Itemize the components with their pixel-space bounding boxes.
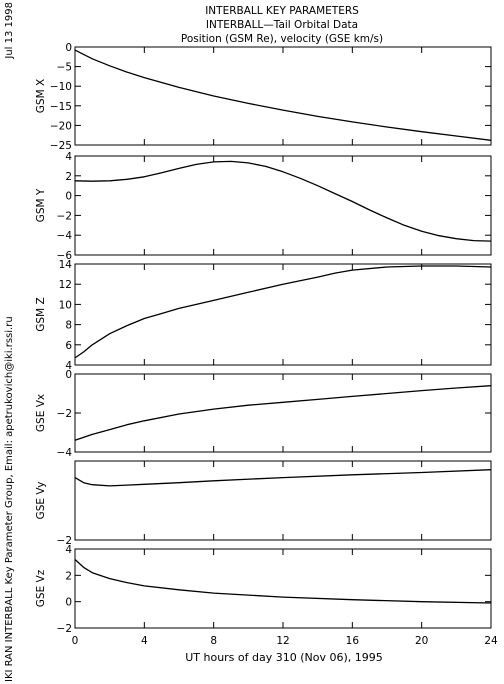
y-tick-label: 12 [59, 279, 72, 291]
y-tick-label: 0 [65, 191, 72, 203]
x-tick-label: 24 [484, 635, 498, 647]
side-credit: IKI RAN INTERBALL Key Parameter Group, E… [4, 316, 15, 682]
series-line [74, 469, 492, 487]
y-tick-label: 14 [59, 259, 73, 271]
x-tick-label: 8 [210, 635, 217, 647]
panel-6: 4 2 0 −2 GSE Vz [35, 544, 492, 635]
y-axis-label: GSE Vz [35, 569, 47, 607]
x-tick-label: 12 [276, 635, 289, 647]
panel-frame [74, 155, 492, 256]
y-tick-label: 4 [65, 151, 72, 163]
x-axis-label: UT hours of day 310 (Nov 06), 1995 [185, 651, 383, 664]
y-axis-label: GSM X [35, 79, 47, 113]
series-line [74, 265, 492, 359]
title-line-2: INTERBALL—Tail Orbital Data [206, 19, 358, 31]
y-tick-label: 8 [65, 320, 72, 332]
series-line [74, 559, 492, 604]
y-tick-label: 6 [65, 340, 72, 352]
y-tick-label: 4 [65, 360, 72, 372]
y-tick-label: −10 [50, 81, 72, 93]
y-tick-label: 2 [65, 570, 72, 582]
y-tick-label: 0 [65, 597, 72, 609]
y-tick-label: −15 [50, 101, 72, 113]
panel-1: 0 −5 −10 −15 −20 −25 GSM X [35, 42, 492, 152]
title-line-1: INTERBALL KEY PARAMETERS [205, 5, 359, 17]
side-date: Jul 13 1998 [4, 2, 15, 60]
y-tick-label: 2 [65, 171, 72, 183]
y-axis-label: GSM Y [35, 188, 47, 222]
y-tick-label: 0 [65, 369, 72, 381]
x-axis: 0 4 8 12 16 20 24 [72, 635, 498, 647]
panel-frame [74, 373, 492, 453]
y-tick-label: 0 [65, 42, 72, 54]
panel-frame [74, 548, 492, 629]
x-tick-label: 16 [346, 635, 360, 647]
panel-4: 0 −2 −4 GSE Vx [35, 369, 492, 459]
y-tick-label: 10 [59, 299, 72, 311]
panel-5: −2 GSE Vy [35, 460, 492, 547]
y-tick-label: 4 [65, 544, 72, 556]
y-tick-label: −25 [50, 140, 72, 152]
y-axis-label: GSE Vy [35, 482, 47, 520]
series-line [74, 160, 492, 242]
y-axis-label: GSM Z [35, 297, 47, 331]
x-tick-label: 4 [141, 635, 148, 647]
y-tick-label: −2 [57, 535, 72, 547]
title-line-3: Position (GSM Re), velocity (GSE km/s) [181, 33, 383, 45]
y-tick-label: −4 [57, 447, 73, 459]
panel-3: 4 6 8 10 12 14 GSM Z [35, 259, 492, 372]
panel-frame [74, 263, 492, 366]
y-tick-label: −2 [57, 623, 72, 635]
y-tick-label: −2 [57, 408, 72, 420]
x-tick-label: 20 [415, 635, 428, 647]
y-tick-label: −6 [57, 250, 73, 262]
y-tick-label: −4 [57, 230, 73, 242]
y-tick-label: −2 [57, 210, 72, 222]
y-axis-label: GSE Vx [35, 394, 47, 432]
series-line [74, 385, 492, 441]
y-tick-label: −5 [57, 62, 72, 74]
x-tick-label: 0 [72, 635, 79, 647]
panel-2: 4 2 0 −2 −4 −6 GSM Y [35, 151, 492, 262]
panel-frame [74, 46, 492, 146]
series-line [74, 49, 492, 141]
y-tick-label: −20 [50, 120, 72, 132]
